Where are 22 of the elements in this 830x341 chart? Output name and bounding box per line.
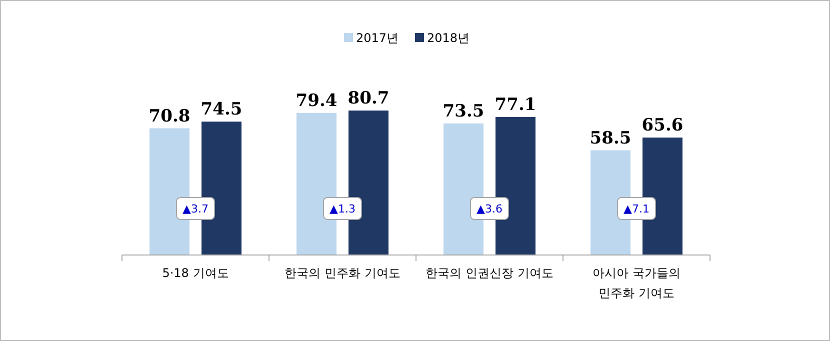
data-label: 58.5 xyxy=(590,128,632,148)
annotation: ▲3.7 xyxy=(176,196,215,220)
legend-label: 2018년 xyxy=(427,31,470,45)
annotation: ▲1.3 xyxy=(323,196,362,220)
data-label: 73.5 xyxy=(442,101,484,122)
x-tick-label: 한국의 인권신장 기여도 xyxy=(426,266,554,280)
annotation: ▲7.1 xyxy=(624,202,650,216)
data-label: 80.7 xyxy=(348,88,390,109)
annotation: ▲3.6 xyxy=(476,202,502,216)
annotation: ▲7.1 xyxy=(617,196,656,220)
data-label: 65.6 xyxy=(642,116,684,136)
x-tick-label: 5·18 기여도 xyxy=(162,266,229,280)
data-label: 70.8 xyxy=(148,106,190,126)
x-tick-label: 아시아 국가들의 민주화 기여도 xyxy=(592,266,680,300)
annotation: ▲3.6 xyxy=(470,196,509,220)
data-label: 79.4 xyxy=(296,90,338,111)
data-label: 74.5 xyxy=(200,100,242,120)
x-tick-label: 한국의 민주화 기여도 xyxy=(284,266,400,280)
data-label: 77.1 xyxy=(494,95,536,115)
legend-label: 2017년 xyxy=(356,31,399,45)
annotation: ▲1.3 xyxy=(330,202,356,216)
annotation: ▲3.7 xyxy=(182,202,208,216)
